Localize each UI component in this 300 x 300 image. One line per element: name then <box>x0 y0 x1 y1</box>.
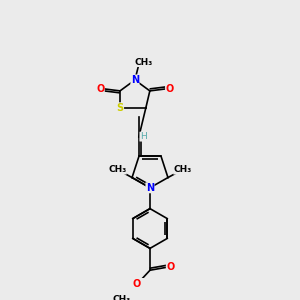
Text: CH₃: CH₃ <box>174 165 192 174</box>
Text: O: O <box>96 84 104 94</box>
Text: CH₃: CH₃ <box>135 58 153 67</box>
Text: S: S <box>116 103 124 113</box>
Text: O: O <box>133 279 141 289</box>
Text: H: H <box>140 132 147 141</box>
Text: CH₃: CH₃ <box>108 165 126 174</box>
Text: CH₃: CH₃ <box>112 295 130 300</box>
Text: N: N <box>146 183 154 193</box>
Text: O: O <box>166 84 174 94</box>
Text: O: O <box>166 262 175 272</box>
Text: N: N <box>131 75 139 85</box>
